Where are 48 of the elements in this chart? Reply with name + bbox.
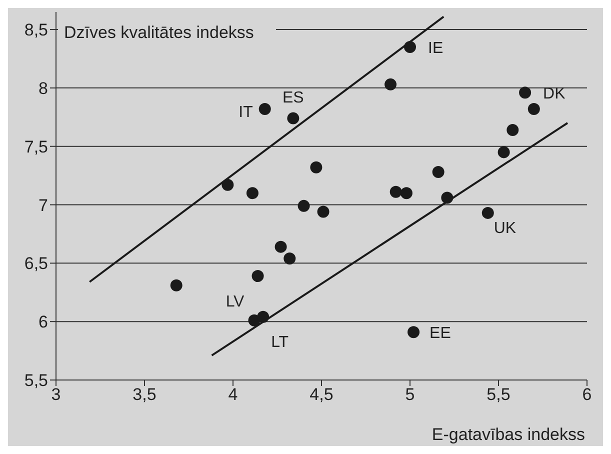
y-axis-title: Dzīves kvalitātes indekss	[64, 23, 254, 42]
point	[482, 206, 494, 219]
y-tick-label: 7,5	[24, 137, 48, 156]
x-tick-label: 5,5	[486, 385, 510, 404]
point	[258, 102, 271, 115]
annotation: LV	[226, 293, 245, 310]
point	[170, 279, 182, 292]
point	[384, 78, 397, 90]
x-tick-label: 4,5	[310, 385, 334, 404]
point	[274, 240, 287, 253]
point	[222, 178, 234, 191]
annotation: IE	[428, 40, 444, 58]
point	[400, 187, 412, 200]
annotation: LT	[271, 334, 289, 351]
point	[528, 102, 540, 115]
point	[257, 310, 270, 323]
x-tick-label: 4	[228, 385, 238, 404]
point	[310, 161, 322, 174]
point	[317, 206, 330, 218]
point	[519, 86, 532, 99]
x-tick-label: 6	[582, 385, 592, 404]
annotation: DK	[543, 86, 566, 103]
point	[441, 192, 454, 204]
annotation: EE	[430, 325, 451, 342]
y-tick-label: 7	[38, 196, 48, 215]
x-axis-title: E-gatavības indekss	[432, 425, 585, 444]
x-tick-label: 3,5	[132, 385, 156, 404]
point	[404, 41, 416, 54]
point	[298, 200, 310, 212]
y-tick-label: 6,5	[24, 254, 48, 274]
y-tick-label: 6	[38, 312, 48, 332]
point	[408, 326, 420, 338]
point	[284, 252, 296, 264]
annotation: ES	[282, 89, 304, 106]
x-tick-label: 5	[405, 385, 415, 404]
y-tick-label: 8	[38, 78, 48, 98]
y-tick-label: 5,5	[24, 371, 48, 390]
point	[252, 270, 264, 282]
point	[246, 187, 258, 200]
point	[287, 112, 300, 124]
point	[390, 186, 402, 198]
point	[432, 166, 444, 178]
x-tick-label: 3	[51, 385, 61, 404]
y-tick-label: 8,5	[24, 20, 48, 40]
annotation: UK	[494, 220, 516, 237]
annotation: IT	[238, 104, 254, 121]
point	[498, 146, 510, 158]
point	[506, 124, 519, 136]
